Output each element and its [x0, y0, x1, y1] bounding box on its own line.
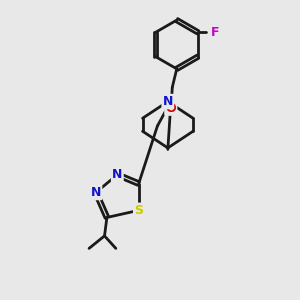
Text: N: N	[91, 186, 101, 199]
Text: S: S	[134, 204, 143, 217]
Text: N: N	[112, 168, 122, 181]
Text: O: O	[166, 102, 176, 115]
Text: F: F	[211, 26, 220, 39]
Text: N: N	[163, 95, 173, 108]
